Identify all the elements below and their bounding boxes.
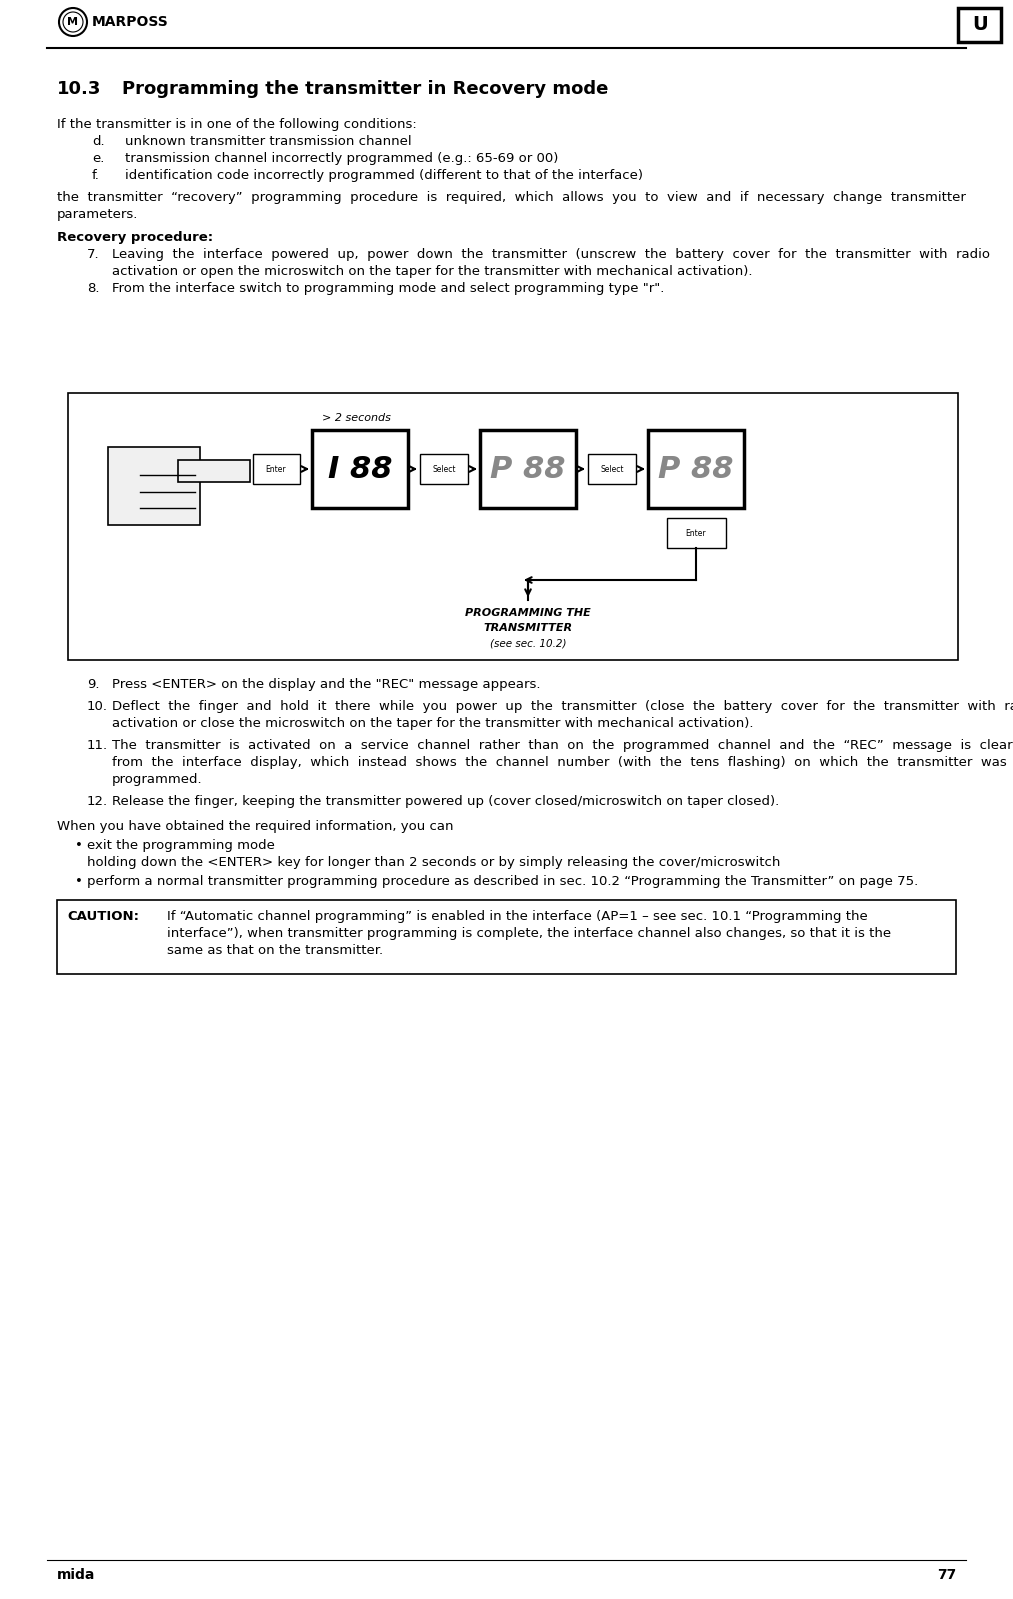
Text: programmed.: programmed.: [112, 772, 203, 787]
Text: holding down the <ENTER> key for longer than 2 seconds or by simply releasing th: holding down the <ENTER> key for longer …: [87, 855, 780, 868]
Text: interface”), when transmitter programming is complete, the interface channel als: interface”), when transmitter programmin…: [167, 927, 891, 940]
Text: MARPOSS: MARPOSS: [92, 14, 169, 29]
Text: 10.: 10.: [87, 700, 108, 713]
Text: f.: f.: [92, 169, 100, 182]
Text: When you have obtained the required information, you can: When you have obtained the required info…: [57, 820, 454, 833]
Bar: [178, 461, 250, 481]
Text: Programming the transmitter in Recovery mode: Programming the transmitter in Recovery …: [122, 80, 609, 98]
Text: Press <ENTER> on the display and the "REC" message appears.: Press <ENTER> on the display and the "RE…: [112, 678, 541, 691]
Text: Deflect  the  finger  and  hold  it  there  while  you  power  up  the  transmit: Deflect the finger and hold it there whi…: [112, 700, 1013, 713]
Text: U: U: [972, 16, 988, 35]
Text: Leaving  the  interface  powered  up,  power  down  the  transmitter  (unscrew  : Leaving the interface powered up, power …: [112, 248, 990, 261]
Text: exit the programming mode: exit the programming mode: [87, 839, 275, 852]
Text: activation or close the microswitch on the taper for the transmitter with mechan: activation or close the microswitch on t…: [112, 716, 754, 731]
Bar: [648, 430, 744, 508]
Bar: [312, 430, 408, 508]
Text: TRANSMITTER: TRANSMITTER: [483, 624, 572, 633]
Text: same as that on the transmitter.: same as that on the transmitter.: [167, 943, 383, 956]
Text: PROGRAMMING THE: PROGRAMMING THE: [465, 608, 591, 617]
Bar: [588, 454, 636, 484]
Text: 9.: 9.: [87, 678, 99, 691]
Text: unknown transmitter transmission channel: unknown transmitter transmission channel: [125, 134, 411, 149]
Text: perform a normal transmitter programming procedure as described in sec. 10.2 “Pr: perform a normal transmitter programming…: [87, 875, 918, 887]
Text: identification code incorrectly programmed (different to that of the interface): identification code incorrectly programm…: [125, 169, 643, 182]
Text: Recovery procedure:: Recovery procedure:: [57, 230, 213, 245]
Text: P 88: P 88: [490, 454, 565, 483]
Bar: [667, 518, 726, 548]
Bar: [68, 393, 958, 660]
Bar: [420, 454, 468, 484]
Text: > 2 seconds: > 2 seconds: [322, 413, 391, 424]
Text: activation or open the microswitch on the taper for the transmitter with mechani: activation or open the microswitch on th…: [112, 265, 753, 278]
Text: 7.: 7.: [87, 248, 99, 261]
Text: Release the finger, keeping the transmitter powered up (cover closed/microswitch: Release the finger, keeping the transmit…: [112, 795, 779, 807]
Text: Select: Select: [601, 464, 624, 473]
Text: the  transmitter  “recovery”  programming  procedure  is  required,  which  allo: the transmitter “recovery” programming p…: [57, 190, 965, 205]
Text: 77: 77: [937, 1569, 956, 1581]
Bar: [958, 8, 1001, 42]
Bar: [108, 448, 200, 524]
Text: 10.3: 10.3: [57, 80, 101, 98]
Text: mida: mida: [57, 1569, 95, 1581]
Text: Enter: Enter: [265, 464, 287, 473]
Bar: [253, 454, 300, 484]
Text: 8.: 8.: [87, 281, 99, 294]
Text: d.: d.: [92, 134, 104, 149]
Text: e.: e.: [92, 152, 104, 165]
Text: parameters.: parameters.: [57, 208, 139, 221]
Text: If “Automatic channel programming” is enabled in the interface (AP=1 – see sec. : If “Automatic channel programming” is en…: [167, 910, 868, 923]
Text: transmission channel incorrectly programmed (e.g.: 65-69 or 00): transmission channel incorrectly program…: [125, 152, 558, 165]
Text: Enter: Enter: [686, 529, 706, 537]
Text: from  the  interface  display,  which  instead  shows  the  channel  number  (wi: from the interface display, which instea…: [112, 756, 1007, 769]
Text: M: M: [68, 18, 78, 27]
Text: 12.: 12.: [87, 795, 108, 807]
Text: •: •: [75, 875, 83, 887]
Text: From the interface switch to programming mode and select programming type "r".: From the interface switch to programming…: [112, 281, 665, 294]
Text: (see sec. 10.2): (see sec. 10.2): [489, 638, 566, 648]
Text: If the transmitter is in one of the following conditions:: If the transmitter is in one of the foll…: [57, 118, 416, 131]
Text: •: •: [75, 839, 83, 852]
Bar: [480, 430, 576, 508]
Text: 11.: 11.: [87, 739, 108, 752]
Text: CAUTION:: CAUTION:: [67, 910, 139, 923]
Text: I 88: I 88: [328, 454, 392, 483]
Bar: [57, 900, 956, 974]
Text: P 88: P 88: [658, 454, 733, 483]
Text: The  transmitter  is  activated  on  a  service  channel  rather  than  on  the : The transmitter is activated on a servic…: [112, 739, 1013, 752]
Text: Select: Select: [433, 464, 456, 473]
